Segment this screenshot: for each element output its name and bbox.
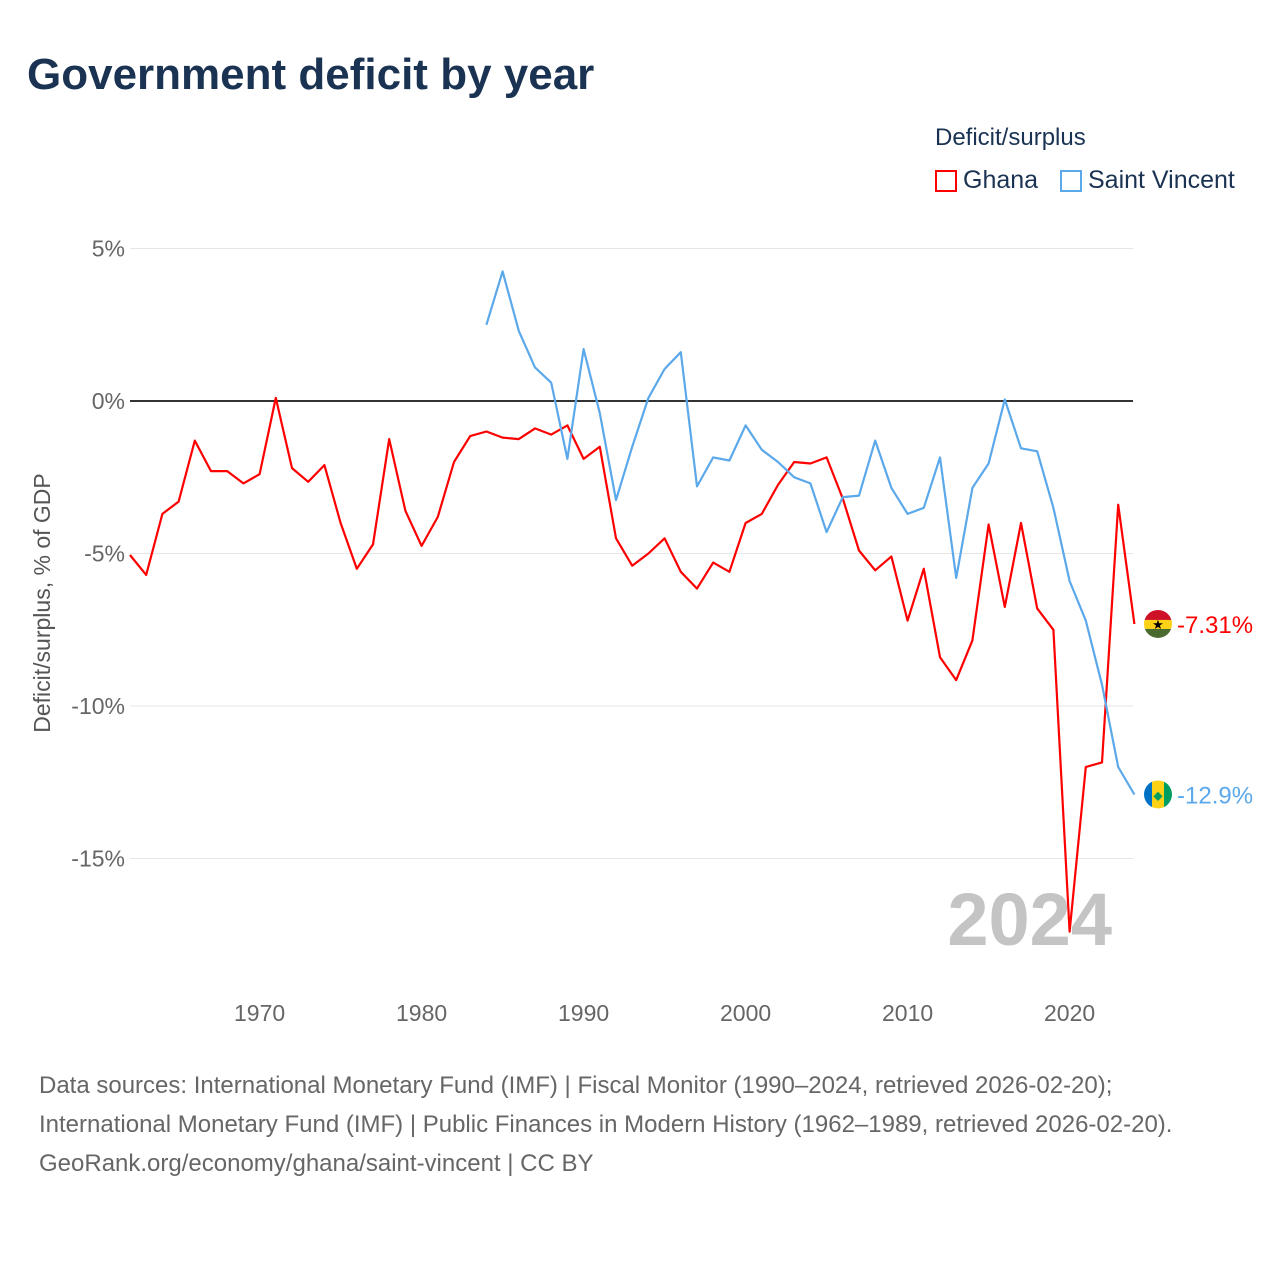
- legend-title: Deficit/surplus: [935, 124, 1086, 151]
- flag-stripe: [1144, 619, 1172, 629]
- flag-stripe: [1164, 780, 1172, 809]
- end-value-label: -12.9%: [1177, 782, 1253, 809]
- legend-item-ghana[interactable]: Ghana: [935, 166, 1038, 195]
- saint-vincent-flag-icon: ◆: [1144, 780, 1172, 809]
- legend-swatch-saint-vincent: [1060, 169, 1082, 192]
- ghana-flag-icon: ★: [1144, 609, 1172, 638]
- flag-stripe: [1144, 628, 1172, 638]
- y-tick-label: -15%: [71, 846, 125, 872]
- legend-item-saint-vincent[interactable]: Saint Vincent: [1060, 166, 1235, 195]
- x-tick-label: 2010: [882, 1000, 933, 1026]
- x-tick-label: 1970: [234, 1000, 285, 1026]
- end-value-label: -7.31%: [1177, 612, 1253, 639]
- flag-diamonds: ◆: [1153, 788, 1163, 802]
- flag: ★: [1144, 609, 1172, 638]
- y-tick-label: 0%: [92, 388, 125, 414]
- x-tick-label: 2000: [720, 1000, 771, 1026]
- flag-stripe: [1144, 780, 1152, 809]
- y-tick-label: 5%: [92, 236, 125, 262]
- footer: Data sources: International Monetary Fun…: [39, 1066, 1239, 1183]
- data-sources: Data sources: International Monetary Fun…: [39, 1072, 1173, 1138]
- legend-label-saint-vincent: Saint Vincent: [1088, 166, 1235, 194]
- flag: ◆: [1144, 780, 1172, 809]
- credit-link[interactable]: GeoRank.org/economy/ghana/saint-vincent …: [39, 1150, 594, 1177]
- x-tick-label: 2020: [1044, 1000, 1095, 1026]
- y-tick-label: -10%: [71, 693, 125, 719]
- flag-stripe: [1152, 780, 1164, 809]
- y-tick-label: -5%: [84, 541, 125, 567]
- series-line-ghana: [129, 396, 1136, 933]
- y-axis-label: Deficit/surplus, % of GDP: [29, 473, 55, 732]
- series-line-saint-vincent: [485, 270, 1136, 796]
- year-watermark: 2024: [947, 878, 1112, 961]
- x-tick-label: 1980: [396, 1000, 447, 1026]
- flag-star: ★: [1152, 617, 1164, 632]
- chart-title: Government deficit by year: [27, 50, 595, 99]
- flag-stripe: [1144, 609, 1172, 620]
- legend-swatch-ghana: [935, 169, 957, 192]
- legend-label-ghana: Ghana: [963, 166, 1039, 194]
- x-tick-label: 1990: [558, 1000, 609, 1026]
